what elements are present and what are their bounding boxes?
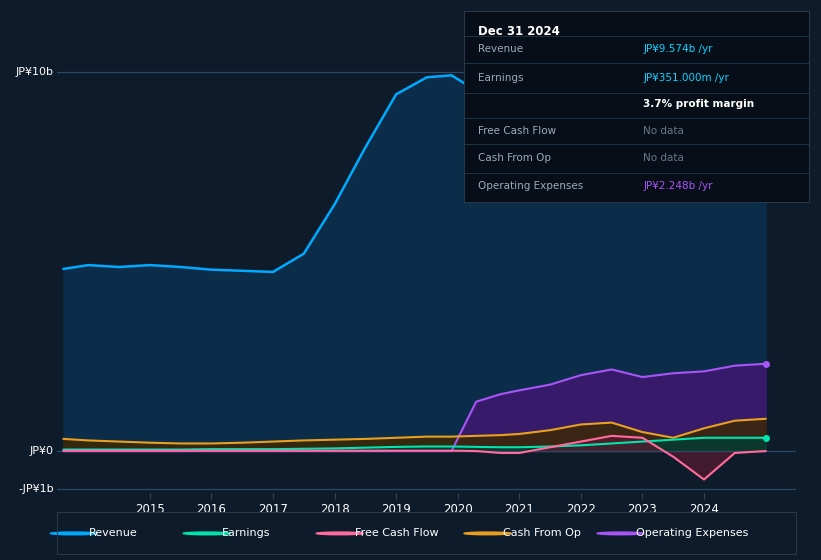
Text: JP¥2.248b /yr: JP¥2.248b /yr	[643, 181, 713, 192]
Text: Operating Expenses: Operating Expenses	[636, 529, 749, 538]
Text: JP¥10b: JP¥10b	[16, 67, 54, 77]
Text: Revenue: Revenue	[478, 44, 523, 54]
Text: Dec 31 2024: Dec 31 2024	[478, 25, 560, 38]
Text: JP¥0: JP¥0	[30, 446, 54, 456]
Text: Revenue: Revenue	[89, 529, 138, 538]
Text: Cash From Op: Cash From Op	[503, 529, 581, 538]
Text: No data: No data	[643, 126, 684, 136]
Text: Earnings: Earnings	[478, 73, 523, 83]
Text: Operating Expenses: Operating Expenses	[478, 181, 583, 192]
Text: Free Cash Flow: Free Cash Flow	[355, 529, 439, 538]
Text: Cash From Op: Cash From Op	[478, 153, 551, 163]
Circle shape	[464, 532, 511, 535]
Text: -JP¥1b: -JP¥1b	[18, 484, 54, 494]
Circle shape	[50, 532, 98, 535]
Text: Free Cash Flow: Free Cash Flow	[478, 126, 556, 136]
Circle shape	[597, 532, 644, 535]
Text: JP¥351.000m /yr: JP¥351.000m /yr	[643, 73, 729, 83]
Text: Earnings: Earnings	[222, 529, 271, 538]
Circle shape	[316, 532, 364, 535]
Text: No data: No data	[643, 153, 684, 163]
Text: 3.7% profit margin: 3.7% profit margin	[643, 100, 754, 110]
Circle shape	[183, 532, 231, 535]
Text: JP¥9.574b /yr: JP¥9.574b /yr	[643, 44, 713, 54]
